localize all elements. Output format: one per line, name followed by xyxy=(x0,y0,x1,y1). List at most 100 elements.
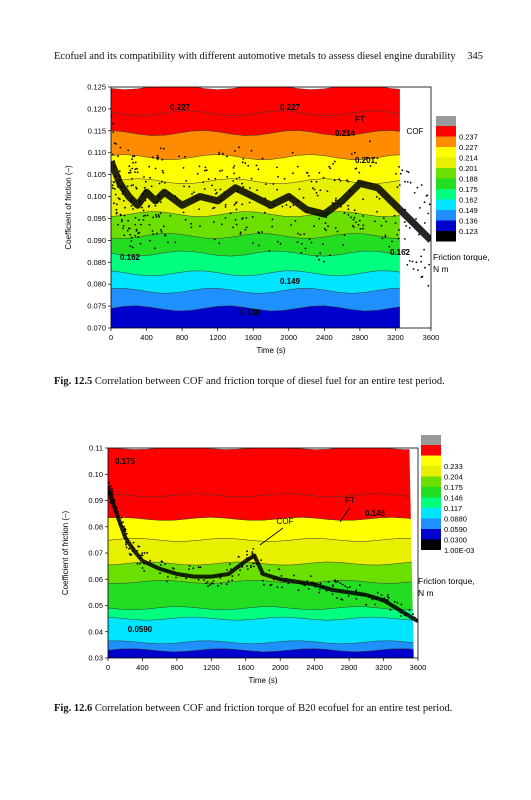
cof-point xyxy=(164,234,167,237)
cof-point xyxy=(279,242,282,245)
cof-point xyxy=(130,240,133,242)
cof-point xyxy=(183,185,185,188)
cof-point xyxy=(271,218,274,221)
cof-point xyxy=(255,164,258,167)
cof-point xyxy=(246,553,248,556)
cof-point xyxy=(322,176,325,179)
x-tick-label: 2400 xyxy=(306,663,323,672)
contour-label: 0.214 xyxy=(335,129,356,138)
cof-point xyxy=(159,572,161,574)
cof-point xyxy=(154,167,157,170)
cof-point xyxy=(117,186,119,188)
cof-point xyxy=(190,222,193,225)
x-tick-label: 2000 xyxy=(280,333,297,342)
y-tick-label: 0.075 xyxy=(87,302,106,311)
cof-point xyxy=(257,231,260,234)
cof-point xyxy=(207,178,210,181)
cof-point xyxy=(112,131,115,134)
cof-point xyxy=(121,186,124,189)
annotation-cof: COF xyxy=(407,127,424,136)
cof-point xyxy=(343,212,346,215)
cof-point xyxy=(423,222,426,224)
cof-point xyxy=(114,511,116,514)
cof-point xyxy=(161,158,164,161)
cof-point xyxy=(347,208,350,211)
legend-value: 0.146 xyxy=(444,494,463,503)
cof-point xyxy=(185,577,188,580)
cof-point xyxy=(131,177,133,180)
cof-point xyxy=(374,220,376,223)
cof-point xyxy=(127,149,130,152)
y-tick-label: 0.04 xyxy=(88,627,103,636)
cof-point xyxy=(276,188,278,191)
cof-point xyxy=(120,220,123,223)
cof-point xyxy=(188,565,191,567)
cof-point xyxy=(360,593,362,596)
legend-swatch xyxy=(421,455,441,466)
cof-point xyxy=(131,546,134,548)
cof-point xyxy=(136,549,139,552)
cof-point xyxy=(403,614,406,616)
cof-point xyxy=(219,188,222,191)
cof-point xyxy=(296,200,299,203)
cof-point xyxy=(149,176,152,179)
cof-point xyxy=(235,208,238,211)
cof-point xyxy=(397,237,400,240)
cof-point xyxy=(129,233,132,236)
cof-point xyxy=(134,171,136,174)
cof-point xyxy=(132,184,135,187)
cof-point xyxy=(202,181,205,184)
cof-point xyxy=(241,566,243,568)
cof-point xyxy=(329,167,332,170)
legend-swatch xyxy=(436,136,456,147)
cof-point xyxy=(302,196,305,199)
cof-point xyxy=(141,554,144,557)
cof-point xyxy=(425,195,428,197)
cof-point xyxy=(272,203,275,206)
cof-point xyxy=(176,197,178,199)
cof-point xyxy=(134,216,137,219)
contour-label: 0.162 xyxy=(390,248,411,257)
cof-point xyxy=(128,547,130,550)
empty-region xyxy=(409,448,418,658)
cof-point xyxy=(242,158,245,160)
x-tick-label: 400 xyxy=(136,663,149,672)
cof-point xyxy=(315,180,318,183)
cof-point xyxy=(376,591,379,594)
cof-point xyxy=(149,239,151,242)
cof-point xyxy=(111,153,114,156)
cof-point xyxy=(336,230,339,233)
cof-point xyxy=(184,155,186,158)
cof-point xyxy=(135,228,138,231)
cof-point xyxy=(326,190,329,193)
cof-point xyxy=(369,165,372,167)
caption-text: Correlation between COF and friction tor… xyxy=(94,376,445,387)
cof-point xyxy=(121,193,124,195)
cof-point xyxy=(347,180,350,183)
cof-point xyxy=(108,486,111,489)
legend-value: 0.136 xyxy=(459,217,478,226)
cof-point xyxy=(155,201,158,203)
cof-point xyxy=(122,227,124,230)
cof-point xyxy=(130,553,133,556)
cof-point xyxy=(386,599,389,602)
cof-point xyxy=(343,234,346,237)
cof-point xyxy=(251,556,254,558)
cof-point xyxy=(289,206,292,208)
legend-value: 0.175 xyxy=(444,483,463,492)
cof-point xyxy=(316,255,318,258)
cof-point xyxy=(160,560,163,563)
y-tick-label: 0.06 xyxy=(88,575,103,584)
cof-point xyxy=(108,482,110,484)
cof-point xyxy=(136,167,138,170)
legend-swatch xyxy=(421,518,441,529)
cof-point xyxy=(423,248,425,251)
cof-point xyxy=(119,146,122,149)
cof-point xyxy=(212,580,215,582)
cof-point xyxy=(138,231,141,234)
cof-point xyxy=(233,165,236,167)
cof-point xyxy=(427,284,430,287)
annotation-ft: FT xyxy=(345,496,355,505)
cof-point xyxy=(365,156,368,159)
cof-point xyxy=(205,169,208,172)
